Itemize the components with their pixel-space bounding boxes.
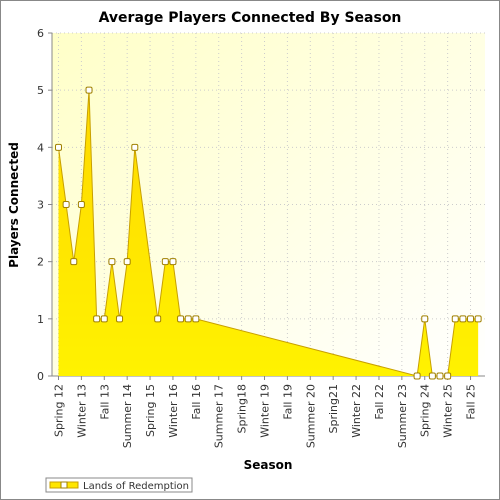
x-tick-label: Spring 24 — [419, 384, 432, 437]
marker — [413, 372, 421, 380]
x-tick-label: Winter 22 — [350, 384, 363, 438]
legend-marker — [60, 481, 68, 489]
marker — [467, 315, 475, 323]
y-tick-label: 4 — [37, 141, 44, 154]
marker — [85, 86, 93, 94]
x-tick-label: Spring18 — [236, 384, 249, 434]
area — [58, 90, 479, 377]
x-tick-label: Fall 16 — [190, 384, 203, 420]
x-tick-label: Summer 20 — [304, 384, 317, 448]
x-tick-label: Spring 15 — [144, 384, 157, 437]
y-tick-label: 3 — [37, 199, 44, 212]
x-tick-label: Fall 22 — [373, 384, 386, 420]
marker — [77, 201, 85, 208]
x-tick-label: Fall 19 — [281, 384, 294, 420]
marker — [131, 143, 139, 151]
x-tick-label: Summer 23 — [396, 384, 409, 448]
x-tick-label: Winter 16 — [167, 384, 180, 438]
marker — [436, 372, 444, 380]
marker — [93, 315, 101, 323]
marker — [55, 143, 62, 151]
x-tick-label: Winter 19 — [259, 384, 272, 438]
marker — [100, 315, 108, 323]
marker — [459, 315, 467, 323]
marker — [116, 315, 124, 323]
y-tick-label: 6 — [37, 27, 44, 40]
chart-title: Average Players Connected By Season — [99, 10, 402, 26]
y-tick-label: 2 — [37, 256, 44, 269]
x-tick-label: Winter 25 — [442, 384, 455, 438]
x-axis-label: Season — [244, 458, 293, 472]
x-tick-label: Spring21 — [327, 384, 340, 434]
marker — [184, 315, 192, 323]
x-tick-label: Fall 13 — [98, 384, 111, 420]
y-tick-label: 0 — [37, 370, 44, 383]
marker — [70, 258, 78, 266]
y-axis-label: Players Connected — [7, 142, 21, 268]
y-tick-label: 1 — [37, 313, 44, 326]
marker — [123, 258, 131, 266]
marker — [108, 258, 116, 266]
marker — [474, 315, 482, 323]
marker — [62, 201, 70, 208]
marker — [154, 315, 162, 323]
x-tick-label: Spring 12 — [53, 384, 66, 437]
x-tick-label: Fall 25 — [465, 384, 478, 420]
x-tick-label: Winter 13 — [75, 384, 88, 438]
marker — [421, 315, 429, 323]
marker — [428, 372, 436, 380]
y-tick-label: 5 — [37, 84, 44, 97]
x-tick-label: Summer 14 — [121, 384, 134, 448]
legend-box — [45, 477, 193, 493]
marker — [169, 258, 177, 266]
x-tick-label: Summer 17 — [213, 384, 226, 448]
marker — [177, 315, 185, 323]
marker — [444, 372, 452, 380]
legend-label: Lands of Redemption — [83, 481, 189, 492]
marker — [192, 315, 200, 323]
marker — [161, 258, 169, 266]
marker — [451, 315, 459, 323]
